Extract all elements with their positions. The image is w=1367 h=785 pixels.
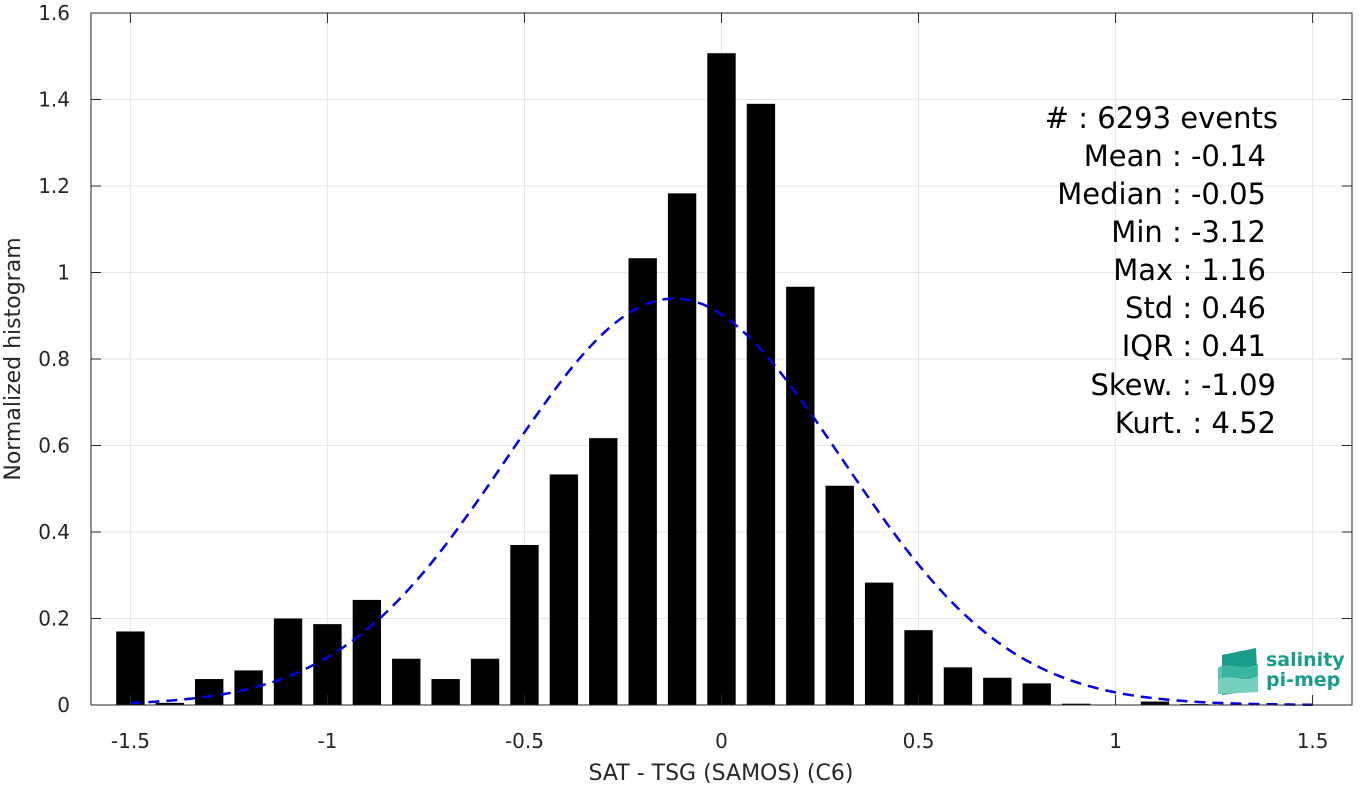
stats-kurt: Kurt. : 4.52 bbox=[1115, 406, 1276, 440]
y-tick-label: 0.6 bbox=[38, 434, 70, 458]
x-tick-label: 1.5 bbox=[1297, 729, 1329, 753]
y-tick-label: 1.6 bbox=[38, 1, 70, 25]
logo-line1: salinity bbox=[1266, 649, 1345, 671]
histogram-bars bbox=[116, 53, 1209, 706]
stats-min: Min : -3.12 bbox=[1111, 215, 1266, 249]
stats-median: Median : -0.05 bbox=[1057, 177, 1266, 211]
y-tick-label: 0.8 bbox=[38, 347, 70, 371]
histogram-bar bbox=[943, 667, 973, 705]
y-tick-labels: 0 0.2 0.4 0.6 0.8 1 1.2 1.4 1.6 bbox=[38, 1, 70, 717]
y-tick-label: 0.2 bbox=[38, 607, 70, 631]
stats-iqr: IQR : 0.41 bbox=[1122, 329, 1266, 363]
histogram-bar bbox=[549, 474, 579, 705]
histogram-bar bbox=[1140, 701, 1170, 705]
histogram-bar bbox=[155, 702, 184, 705]
stats-skew: Skew. : -1.09 bbox=[1090, 368, 1276, 402]
histogram-bar bbox=[667, 193, 697, 706]
histogram-bar bbox=[904, 630, 933, 705]
x-tick-label: -1 bbox=[317, 729, 337, 753]
stats-std: Std : 0.46 bbox=[1125, 291, 1266, 325]
y-axis-label: Normalized histogram bbox=[1, 237, 26, 480]
y-tick-label: 0.4 bbox=[38, 520, 70, 544]
logo-line2: pi-mep bbox=[1266, 669, 1340, 691]
histogram-bar bbox=[116, 631, 145, 705]
histogram-bar bbox=[707, 53, 736, 706]
histogram-bar bbox=[273, 618, 303, 705]
stats-max: Max : 1.16 bbox=[1113, 253, 1266, 287]
histogram-bar bbox=[195, 679, 224, 705]
histogram-bar bbox=[825, 485, 854, 705]
x-tick-label: 0 bbox=[715, 729, 728, 753]
histogram-bar bbox=[786, 286, 815, 705]
x-axis-label: SAT - TSG (SAMOS) (C6) bbox=[589, 761, 854, 785]
histogram-bar bbox=[313, 624, 342, 705]
gaussian-fit-curve bbox=[130, 297, 1313, 706]
histogram-bar bbox=[510, 544, 539, 705]
histogram-bar bbox=[470, 658, 500, 705]
histogram-bar bbox=[628, 258, 657, 705]
histogram-bar bbox=[352, 599, 382, 705]
y-tick-label: 1.4 bbox=[38, 88, 70, 112]
histogram-bar bbox=[1022, 683, 1051, 705]
stats-mean: Mean : -0.14 bbox=[1084, 139, 1266, 173]
x-tick-label: -1.5 bbox=[111, 729, 150, 753]
x-tick-label: 0.5 bbox=[903, 729, 935, 753]
x-tick-label: 1 bbox=[1109, 729, 1122, 753]
histogram-bar bbox=[234, 670, 263, 705]
y-tick-label: 0 bbox=[57, 693, 70, 717]
histogram-bar bbox=[983, 677, 1012, 705]
histogram-bar bbox=[589, 438, 618, 705]
histogram-bar bbox=[746, 103, 776, 705]
salinity-pi-mep-logo: salinity pi-mep bbox=[1218, 648, 1345, 695]
histogram-bar bbox=[1061, 703, 1091, 705]
histogram-bar bbox=[392, 658, 421, 705]
x-tick-label: -0.5 bbox=[505, 729, 544, 753]
logo-waves-icon bbox=[1218, 648, 1258, 695]
axis-ticks bbox=[91, 12, 1352, 706]
histogram-bar bbox=[864, 582, 894, 705]
y-tick-label: 1 bbox=[57, 261, 70, 285]
statistics-annotation: # : 6293 events Mean : -0.14 Median : -0… bbox=[1045, 101, 1278, 440]
y-tick-label: 1.2 bbox=[38, 174, 70, 198]
stats-count: # : 6293 events bbox=[1045, 101, 1278, 135]
x-tick-labels: -1.5 -1 -0.5 0 0.5 1 1.5 bbox=[111, 729, 1329, 753]
histogram-bar bbox=[431, 679, 460, 705]
